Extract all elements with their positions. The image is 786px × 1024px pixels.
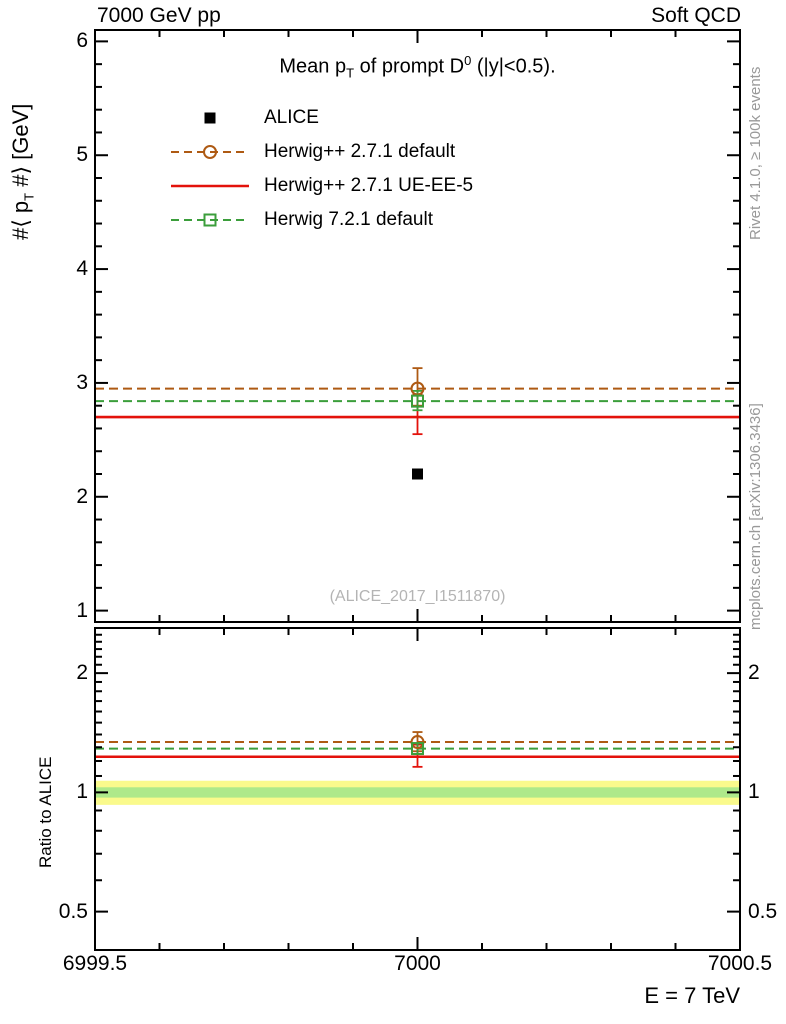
- x-axis-label: E = 7 TeV: [644, 983, 740, 1008]
- main-y-axis-label-subscript: T: [21, 192, 37, 201]
- legend-item-herwig7-default: Herwig 7.2.1 default: [168, 203, 473, 237]
- main-y-axis-label: #⟨ pT #⟩ [GeV]: [8, 104, 36, 240]
- ratio-y-tick-label: 1: [76, 780, 88, 804]
- ratio-y-tick-label: 0.5: [58, 899, 88, 923]
- plot-title: Mean pT of prompt D0 (|y|<0.5).: [95, 53, 740, 81]
- ratio-y-tick-label-right: 0.5: [748, 899, 778, 923]
- main-y-axis-label-text: #⟩ [GeV]: [8, 103, 33, 193]
- legend-label: Herwig++ 2.7.1 UE-EE-5: [264, 175, 474, 196]
- main-y-axis-label-text: #⟨ p: [8, 200, 33, 240]
- main-y-tick-label: 1: [76, 598, 88, 622]
- main-y-tick-label: 6: [76, 29, 88, 53]
- x-tick-label: 6999.5: [62, 952, 128, 975]
- legend-item-herwigpp-ueee5: Herwig++ 2.7.1 UE-EE-5: [168, 169, 473, 203]
- mcplots-credit-note: mcplots.cern.ch [arXiv:1306.3436]: [747, 403, 764, 630]
- process-group-label: Soft QCD: [651, 4, 741, 27]
- legend-item-herwigpp-default: Herwig++ 2.7.1 default: [168, 135, 473, 169]
- x-tick-label: 7000: [394, 952, 441, 975]
- rivet-version-note: Rivet 4.1.0, ≥ 100k events: [747, 66, 764, 240]
- legend-label: ALICE: [264, 107, 319, 128]
- legend: ALICE Herwig++ 2.7.1 default Herwig++ 2.…: [168, 101, 473, 237]
- title-subscript: T: [346, 65, 355, 81]
- title-superscript: 0: [464, 53, 472, 68]
- legend-swatch-herwigpp-ueee5-icon: [171, 184, 249, 188]
- ratio-y-tick-label-right: 1: [748, 780, 760, 804]
- legend-swatch-herwig7-default-icon: [171, 213, 249, 227]
- legend-swatch-herwigpp-default-icon: [171, 145, 249, 159]
- title-text: Mean p: [279, 55, 347, 78]
- main-y-tick-label: 4: [76, 257, 88, 281]
- legend-label: Herwig 7.2.1 default: [264, 209, 433, 230]
- legend-label: Herwig++ 2.7.1 default: [264, 141, 456, 162]
- ratio-y-tick-label-right: 2: [748, 661, 760, 685]
- ratio-y-tick-label: 2: [76, 661, 88, 685]
- legend-item-alice: ALICE: [168, 101, 473, 135]
- x-tick-label: 7000.5: [707, 952, 773, 975]
- title-text: of prompt D: [354, 55, 465, 78]
- legend-swatch-alice-marker-icon: [204, 112, 216, 124]
- title-text: (|y|<0.5).: [471, 55, 556, 78]
- ratio-y-axis-label: Ratio to ALICE: [36, 756, 55, 868]
- beam-energy-label: 7000 GeV pp: [97, 4, 221, 27]
- main-y-tick-label: 5: [76, 143, 88, 167]
- main-y-tick-label: 2: [76, 484, 88, 508]
- main-y-tick-label: 3: [76, 370, 88, 394]
- analysis-id-watermark: (ALICE_2017_I1511870): [329, 588, 506, 605]
